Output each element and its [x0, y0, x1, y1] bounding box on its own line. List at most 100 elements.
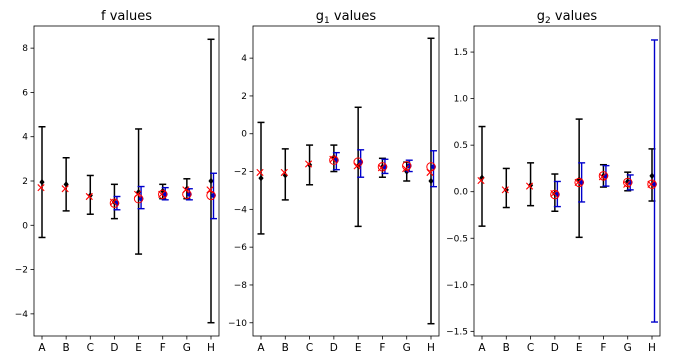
y-tick-label: −1.5	[446, 327, 468, 337]
x-tick-label: G	[183, 342, 191, 354]
y-tick-label: −4	[234, 205, 248, 215]
data-point-ring	[109, 198, 120, 208]
y-tick-label: 2	[241, 92, 247, 102]
data-point	[304, 160, 313, 168]
data-point	[428, 177, 434, 185]
chart-panel-1: f values −4 −2 0 2 4 6 8 A B C D E F G H	[15, 9, 220, 354]
data-point	[477, 176, 485, 185]
data-point	[501, 186, 509, 194]
x-tick-label: F	[379, 342, 385, 354]
x-tick-label: C	[87, 342, 94, 354]
x-tick-label: A	[38, 342, 46, 354]
y-tick-label: −2	[15, 266, 28, 276]
data-point	[550, 189, 558, 198]
y-tick-label: −2	[234, 168, 247, 178]
y-tick-label: 0	[22, 221, 28, 231]
data-point	[377, 164, 386, 172]
data-point	[256, 168, 264, 177]
data-point	[158, 190, 166, 198]
chart-title: g2 values	[537, 9, 598, 26]
data-point	[280, 168, 288, 177]
data-point-ring	[329, 155, 339, 165]
data-point	[282, 172, 288, 179]
data-point	[623, 180, 631, 188]
y-tick-label: 0.5	[454, 141, 468, 151]
data-point-ring	[574, 177, 584, 188]
chart-title-tail: values	[106, 9, 153, 24]
data-point	[258, 174, 264, 182]
y-tick-label: 0.0	[454, 188, 469, 198]
x-tick-label: F	[160, 342, 166, 354]
chart-title-subscript: 1	[324, 16, 330, 26]
data-point	[208, 177, 214, 185]
x-tick-label: H	[207, 342, 215, 354]
chart-title: g1 values	[316, 9, 377, 26]
x-tick-label: E	[355, 342, 362, 354]
x-tick-label: E	[576, 342, 583, 354]
y-tick-label: 2	[22, 177, 28, 187]
data-point	[109, 198, 118, 206]
data-point	[598, 173, 607, 181]
data-point	[206, 186, 214, 194]
y-tick-label: −8	[234, 281, 248, 291]
x-tick-label: B	[63, 342, 70, 354]
data-point	[133, 190, 142, 198]
chart-title-main: g	[537, 9, 545, 24]
plot-frame	[473, 25, 661, 337]
data-point	[576, 176, 582, 183]
data-point-ring	[550, 189, 560, 200]
x-tick-label: D	[330, 342, 338, 354]
data-point	[649, 172, 655, 180]
y-tick-label: −1.0	[446, 281, 468, 291]
x-tick-label: C	[306, 342, 313, 354]
y-tick-label: −0.5	[446, 234, 468, 244]
data-point	[331, 154, 337, 161]
y-tick-label: 4	[241, 54, 247, 64]
data-point	[85, 192, 93, 201]
data-point-ring	[377, 162, 388, 172]
y-tick-label: 1.0	[454, 95, 469, 105]
data-point	[39, 178, 45, 186]
data-point	[37, 184, 45, 192]
plot-frame	[252, 25, 440, 337]
data-point	[182, 186, 190, 194]
chart-title-main: g	[316, 9, 324, 24]
data-point	[353, 162, 361, 170]
data-point	[329, 155, 337, 163]
x-tick-label: B	[282, 342, 289, 354]
x-tick-label: B	[503, 342, 510, 354]
chart-title-tail: values	[551, 9, 598, 24]
data-point	[426, 168, 434, 177]
chart-panel-2: g1 values −10 −8 −6 −4 −2 0 2 4 A B C D E F G H	[228, 9, 440, 354]
x-tick-label: A	[257, 342, 265, 354]
data-point-ring	[598, 171, 609, 181]
x-tick-label: G	[403, 342, 411, 354]
x-tick-label: F	[600, 342, 606, 354]
data-point-ring	[623, 177, 633, 188]
y-tick-label: −4	[15, 310, 29, 320]
x-tick-label: G	[624, 342, 632, 354]
y-tick-label: 1.5	[454, 48, 468, 58]
data-point-ring	[647, 179, 657, 189]
data-point	[647, 180, 655, 188]
chart-panel-3: g2 values −1.5 −1.0 −0.5 0.0 0.5 1.0 1.5 A B C D E F G…	[446, 9, 661, 354]
x-tick-label: H	[427, 342, 435, 354]
chart-title: f values	[101, 9, 152, 24]
x-tick-label: D	[110, 342, 118, 354]
x-tick-label: C	[527, 342, 534, 354]
data-point-ring	[158, 189, 168, 199]
y-tick-label: 6	[22, 88, 28, 98]
data-point	[402, 165, 410, 173]
data-point	[61, 185, 69, 193]
x-tick-label: A	[478, 342, 486, 354]
plot-frame	[33, 25, 220, 337]
y-tick-label: 4	[22, 133, 28, 143]
data-point	[552, 190, 558, 197]
data-point	[479, 174, 485, 181]
chart-title-tail: values	[330, 9, 377, 24]
chart-title-main: f	[101, 9, 106, 24]
y-tick-label: −10	[228, 319, 247, 329]
y-tick-label: −6	[234, 243, 248, 253]
x-tick-label: H	[648, 342, 656, 354]
